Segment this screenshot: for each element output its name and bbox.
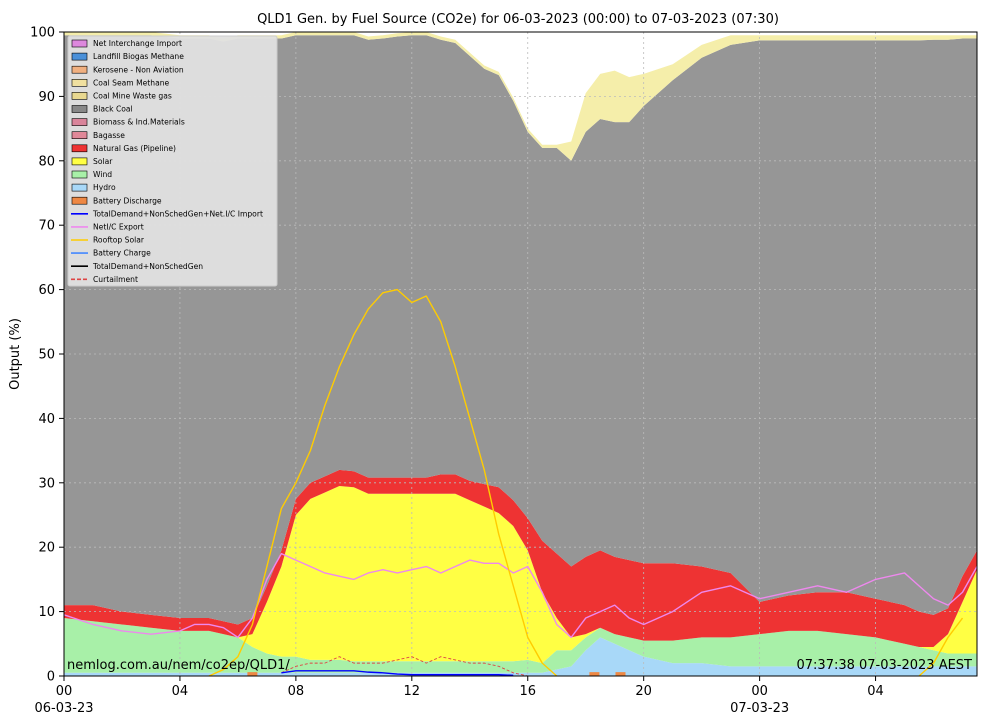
legend-label: Landfill Biogas Methane	[93, 52, 184, 61]
line-totaldemand-nonschedgen-net-i-c-import	[281, 670, 514, 677]
y-tick-label: 60	[38, 283, 55, 298]
legend-box	[67, 35, 278, 287]
y-tick-label: 70	[38, 219, 55, 234]
legend-entry: TotalDemand+NonSchedGen	[71, 262, 203, 271]
legend-label: Battery Discharge	[93, 196, 162, 205]
y-tick-label: 50	[38, 348, 55, 363]
y-tick-label: 100	[30, 26, 55, 41]
x-tick-label: 08	[288, 684, 305, 699]
legend-swatch	[71, 39, 88, 48]
y-tick-label: 30	[38, 476, 55, 491]
plot-area	[63, 31, 978, 677]
battery-discharge-mark	[615, 672, 626, 676]
axes: 00 04 08 12 16 20 00 04 06-03-23 07-03-23 0 10 20 30 4…	[30, 26, 978, 716]
legend-label: Black Coal	[93, 105, 133, 114]
legend-swatch	[71, 196, 88, 205]
legend-swatch	[71, 52, 88, 61]
x-tick-label: 12	[404, 684, 421, 699]
x-tick-label: 16	[519, 684, 536, 699]
line-neti-c-export	[63, 552, 978, 639]
source-annotation: nemlog.com.au/nem/co2ep/QLD1/	[67, 658, 290, 673]
legend-entry: Hydro	[71, 183, 116, 192]
legend-label: Net Interchange Import	[93, 39, 182, 48]
legend-label: Coal Mine Waste gas	[93, 92, 172, 101]
legend-swatch	[71, 118, 88, 126]
legend-label: Natural Gas (Pipeline)	[93, 144, 176, 153]
y-tick-label: 80	[38, 154, 55, 169]
legend-swatch	[71, 183, 88, 192]
area-natural-gas-pipeline-	[64, 469, 977, 648]
legend-entry: Natural Gas (Pipeline)	[71, 144, 176, 153]
battery-discharge-mark	[247, 672, 258, 676]
line-curtailment	[281, 656, 528, 677]
y-tick-label: 10	[38, 605, 55, 620]
legend-label: TotalDemand+NonSchedGen	[92, 262, 203, 271]
legend-label: Rooftop Solar	[93, 236, 145, 245]
area-solar	[64, 486, 977, 664]
legend-entry: Rooftop Solar	[71, 236, 145, 245]
legend-swatch	[71, 65, 88, 74]
area-hydro	[64, 637, 977, 676]
y-tick-label: 40	[38, 412, 55, 427]
area-wind	[64, 618, 977, 673]
legend-entry: Biomass & Ind.Materials	[71, 118, 185, 127]
legend-entry: Coal Seam Methane	[71, 78, 170, 87]
x-tick-label: 04	[867, 684, 884, 699]
legend-swatch	[71, 105, 88, 113]
x-date-label: 07-03-23	[730, 701, 789, 716]
legend-swatch	[71, 92, 88, 100]
legend-entry: Coal Mine Waste gas	[71, 92, 172, 101]
legend-entry: NetI/C Export	[71, 223, 144, 232]
legend-label: Bagasse	[93, 131, 125, 140]
legend-swatch	[71, 170, 88, 179]
legend-entry: Solar	[71, 157, 113, 166]
legend-entry: TotalDemand+NonSchedGen+Net.I/C Import	[71, 209, 263, 218]
legend-label: Hydro	[93, 183, 116, 192]
y-axis-label: Output (%)	[8, 318, 23, 390]
legend-label: NetI/C Export	[93, 223, 144, 232]
legend-entry: Net Interchange Import	[71, 39, 182, 48]
legend-swatch	[71, 144, 88, 153]
legend-entry: Wind	[71, 170, 112, 179]
legend-entry: Curtailment	[71, 275, 138, 284]
legend-label: Wind	[93, 170, 112, 179]
timestamp-annotation: 07:37:38 07-03-2023 AEST	[797, 658, 973, 673]
legend-entry: Kerosene - Non Aviation	[71, 65, 184, 74]
x-tick-label: 00	[56, 684, 73, 699]
x-tick-label: 00	[751, 684, 768, 699]
legend-entry: Bagasse	[71, 131, 125, 140]
chart-title: QLD1 Gen. by Fuel Source (CO2e) for 06-0…	[257, 12, 779, 27]
legend: Net Interchange Import Landfill Biogas Me…	[67, 35, 278, 287]
legend-label: Biomass & Ind.Materials	[93, 118, 185, 127]
battery-discharge-mark	[589, 672, 600, 676]
legend-entry: Black Coal	[71, 105, 133, 114]
line-rooftop-solar	[208, 288, 964, 677]
legend-entry: Battery Discharge	[71, 196, 162, 205]
x-tick-label: 20	[635, 684, 652, 699]
legend-entry: Landfill Biogas Methane	[71, 52, 184, 61]
y-tick-label: 90	[38, 90, 55, 105]
legend-label: Coal Seam Methane	[93, 78, 170, 87]
x-tick-label: 04	[172, 684, 189, 699]
legend-swatch	[71, 131, 88, 139]
x-date-label: 06-03-23	[34, 701, 93, 716]
legend-label: Solar	[93, 157, 113, 166]
legend-swatch	[71, 79, 88, 87]
y-tick-label: 0	[47, 670, 55, 685]
y-tick-label: 20	[38, 541, 55, 556]
legend-label: TotalDemand+NonSchedGen+Net.I/C Import	[92, 209, 263, 218]
legend-entry: Battery Charge	[71, 249, 151, 258]
area-black-coal	[64, 35, 977, 625]
legend-label: Battery Charge	[93, 249, 151, 258]
legend-swatch	[71, 157, 88, 166]
legend-label: Curtailment	[93, 275, 138, 284]
legend-label: Kerosene - Non Aviation	[93, 65, 184, 74]
